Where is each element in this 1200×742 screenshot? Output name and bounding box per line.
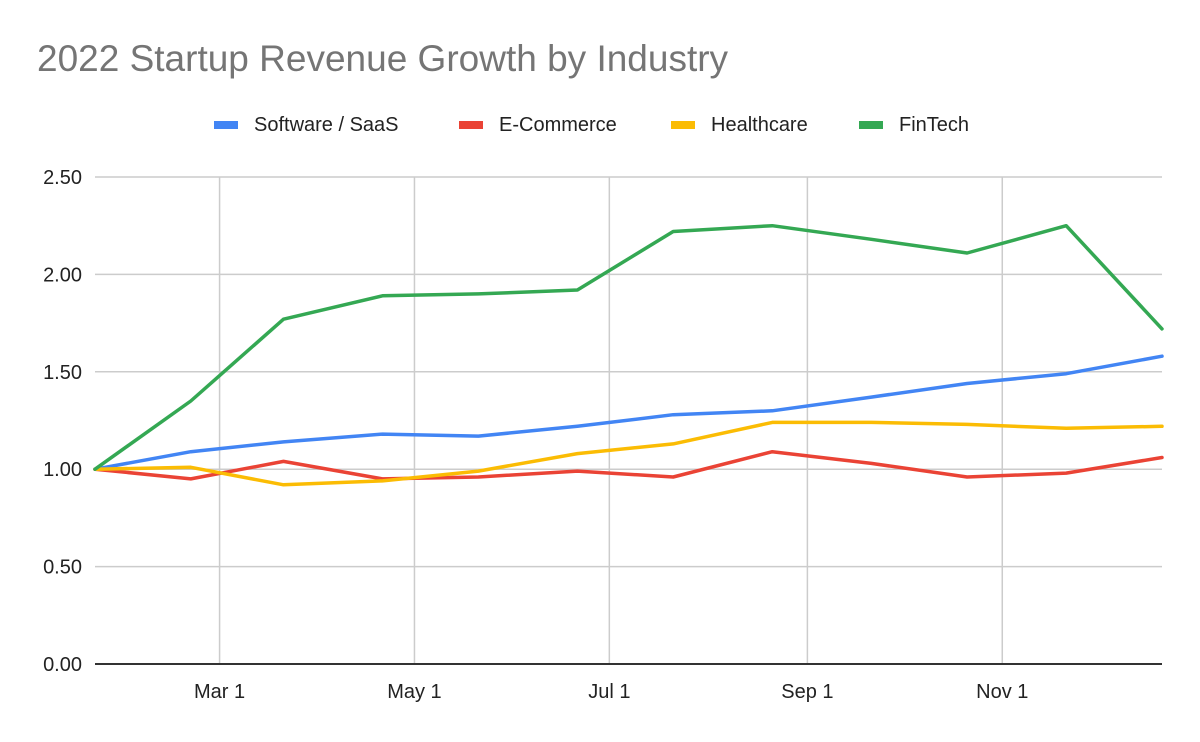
series-line-fintech bbox=[93, 223, 1164, 471]
x-tick-label: May 1 bbox=[387, 681, 441, 703]
legend-swatch-e-commerce bbox=[459, 121, 483, 129]
y-tick-label: 0.00 bbox=[43, 654, 82, 676]
y-tick-label: 1.50 bbox=[43, 362, 82, 384]
series-line-e-commerce bbox=[93, 449, 1164, 481]
legend-label: Healthcare bbox=[711, 113, 808, 136]
legend-label: E-Commerce bbox=[499, 113, 617, 136]
x-axis-tick-labels: Mar 1 May 1 Jul 1 Sep 1 Nov 1 bbox=[194, 681, 1028, 703]
vertical-gridlines bbox=[218, 177, 1004, 664]
horizontal-gridlines bbox=[95, 176, 1162, 568]
y-tick-label: 2.50 bbox=[43, 167, 82, 189]
legend-swatch-fintech bbox=[859, 121, 883, 129]
legend: Software / SaaS E-Commerce Healthcare Fi… bbox=[0, 112, 1200, 138]
x-tick-label: Nov 1 bbox=[976, 681, 1028, 703]
legend-label: Software / SaaS bbox=[254, 113, 399, 136]
chart-title: 2022 Startup Revenue Growth by Industry bbox=[37, 38, 729, 79]
y-axis-tick-labels: 0.00 0.50 1.00 1.50 2.00 2.50 bbox=[43, 167, 82, 676]
series-line-software-saas bbox=[93, 354, 1164, 471]
y-tick-label: 0.50 bbox=[43, 557, 82, 579]
legend-swatch-healthcare bbox=[671, 121, 695, 129]
y-tick-label: 1.00 bbox=[43, 459, 82, 481]
legend-swatch-software-saas bbox=[214, 121, 238, 129]
series-line-healthcare bbox=[93, 420, 1164, 487]
legend-item-fintech[interactable]: FinTech bbox=[859, 112, 969, 138]
x-tick-label: Sep 1 bbox=[781, 681, 833, 703]
x-tick-label: Mar 1 bbox=[194, 681, 245, 703]
legend-item-e-commerce[interactable]: E-Commerce bbox=[459, 112, 617, 138]
x-tick-label: Jul 1 bbox=[588, 681, 630, 703]
legend-item-healthcare[interactable]: Healthcare bbox=[671, 112, 808, 138]
legend-item-software-saas[interactable]: Software / SaaS bbox=[214, 112, 399, 138]
y-tick-label: 2.00 bbox=[43, 264, 82, 286]
legend-label: FinTech bbox=[899, 113, 970, 136]
series-lines bbox=[93, 223, 1164, 487]
